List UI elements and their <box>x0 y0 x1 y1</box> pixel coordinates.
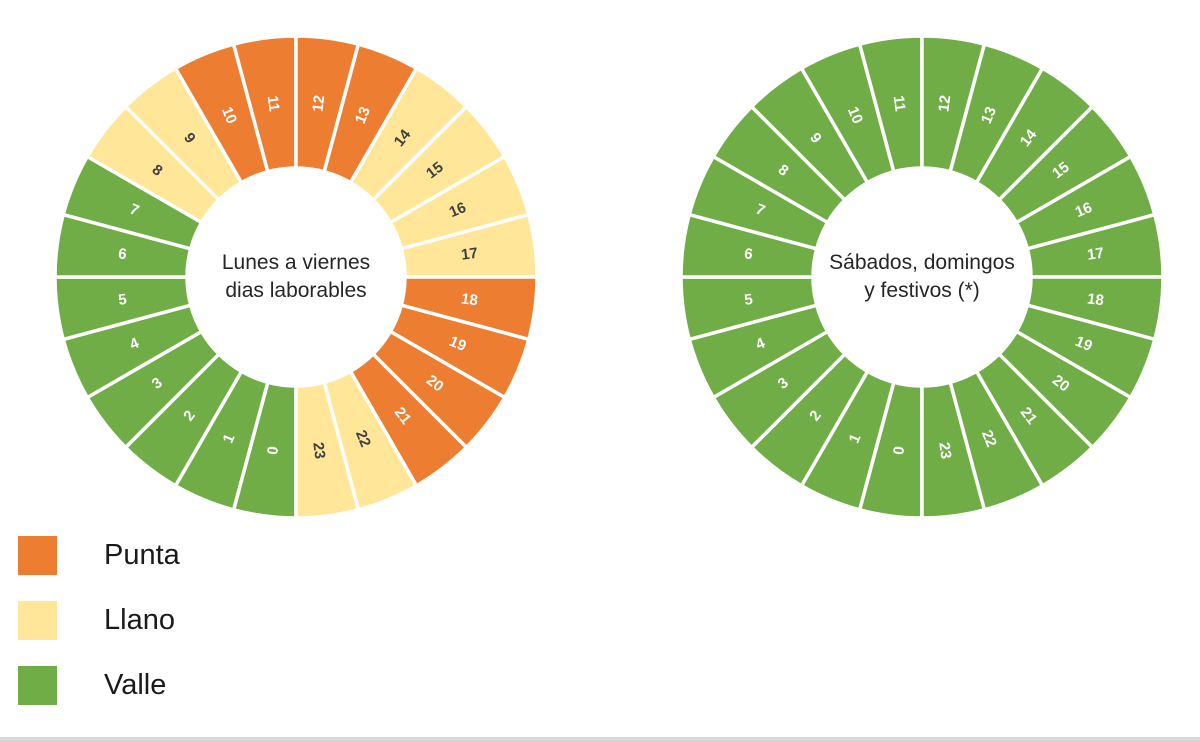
hour-label-weekends-10: 10 <box>844 104 866 126</box>
hour-label-weekends-22: 22 <box>978 428 1000 450</box>
hour-label-weekends-5: 5 <box>743 291 753 309</box>
hour-label-weekends-6: 6 <box>743 245 753 263</box>
hour-segment-weekends-23 <box>920 380 987 520</box>
hour-label-weekdays-21: 21 <box>391 404 415 428</box>
hour-label-weekdays-20: 20 <box>423 372 447 396</box>
hour-label-weekdays-17: 17 <box>460 245 479 264</box>
hour-label-weekends-15: 15 <box>1049 159 1073 183</box>
donut-chart-weekends: 0 1 2 3 4 5 6 7 8 9 10 11 12 13 14 15 16 17 18 19 20 21 22 23 S… <box>677 32 1167 522</box>
hour-label-weekdays-6: 6 <box>117 245 127 263</box>
hour-label-weekdays-11: 11 <box>264 95 283 113</box>
legend-item-llano: Llano <box>18 601 180 640</box>
legend: Punta Llano Valle <box>18 536 180 731</box>
hour-label-weekends-12: 12 <box>935 94 954 113</box>
legend-item-valle: Valle <box>18 666 180 705</box>
hour-label-weekdays-13: 13 <box>352 104 374 126</box>
hour-label-weekdays-10: 10 <box>218 104 240 126</box>
hour-segment-weekdays-23 <box>294 380 361 520</box>
hour-label-weekends-17: 17 <box>1086 245 1105 264</box>
hour-label-weekends-23: 23 <box>935 441 954 460</box>
hour-label-weekends-20: 20 <box>1049 372 1073 396</box>
legend-item-punta: Punta <box>18 536 180 575</box>
hour-label-weekdays-12: 12 <box>309 94 328 113</box>
legend-swatch-punta <box>18 536 57 575</box>
legend-swatch-valle <box>18 666 57 705</box>
legend-label-punta: Punta <box>104 539 180 571</box>
hour-label-weekdays-23: 23 <box>309 441 328 460</box>
hour-label-weekends-16: 16 <box>1073 199 1095 221</box>
legend-label-llano: Llano <box>104 604 175 636</box>
hour-label-weekends-13: 13 <box>978 104 1000 126</box>
hour-label-weekends-19: 19 <box>1073 333 1095 355</box>
hour-label-weekends-0: 0 <box>890 445 908 455</box>
bottom-divider <box>0 737 1200 741</box>
hour-label-weekdays-22: 22 <box>352 428 374 450</box>
hour-label-weekends-18: 18 <box>1086 290 1105 309</box>
donut-chart-weekdays: 0 1 2 3 4 5 6 7 8 9 10 11 12 13 14 15 16 17 18 19 20 21 22 23 L… <box>51 32 541 522</box>
hour-label-weekends-21: 21 <box>1017 404 1041 428</box>
hour-label-weekdays-16: 16 <box>447 199 469 221</box>
legend-label-valle: Valle <box>104 669 167 701</box>
hour-label-weekdays-5: 5 <box>117 291 127 309</box>
hour-label-weekends-11: 11 <box>890 95 909 113</box>
hour-label-weekdays-0: 0 <box>264 445 282 455</box>
hour-label-weekdays-18: 18 <box>460 290 479 309</box>
legend-swatch-llano <box>18 601 57 640</box>
hour-label-weekdays-19: 19 <box>447 333 469 355</box>
hour-label-weekdays-15: 15 <box>423 159 447 183</box>
